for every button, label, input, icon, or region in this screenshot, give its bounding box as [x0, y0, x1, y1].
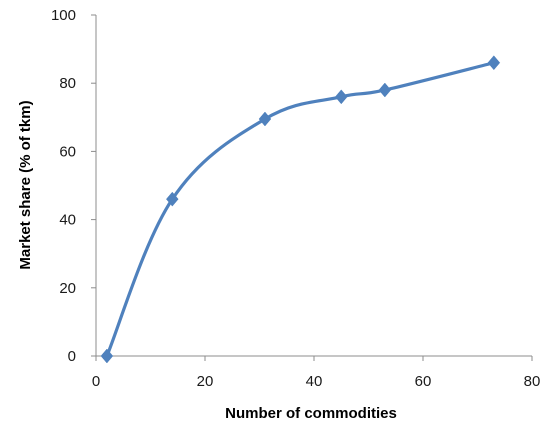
series-line: [107, 63, 494, 356]
x-tick-label: 40: [306, 373, 323, 390]
y-tick-label: 20: [59, 280, 76, 297]
data-point-marker: [101, 349, 113, 363]
plot-area: 0 20 40 60 80 100 0 20 40 60 80: [51, 7, 540, 390]
data-point-marker: [335, 90, 347, 104]
y-axis-ticks: 0 20 40 60 80 100: [51, 7, 96, 365]
x-axis-title: Number of commodities: [225, 405, 397, 422]
data-point-marker: [488, 56, 500, 70]
y-tick-label: 80: [59, 75, 76, 92]
x-tick-label: 20: [197, 373, 214, 390]
y-tick-label: 0: [68, 348, 76, 365]
x-axis-ticks: 0 20 40 60 80: [92, 356, 541, 390]
data-point-marker: [379, 83, 391, 97]
y-tick-label: 40: [59, 212, 76, 229]
x-tick-label: 80: [524, 373, 541, 390]
y-tick-label: 60: [59, 143, 76, 160]
series-layer: [101, 56, 500, 363]
x-tick-label: 0: [92, 373, 100, 390]
y-axis-title: Market share (% of tkm): [17, 100, 34, 269]
x-tick-label: 60: [415, 373, 432, 390]
data-point-marker: [259, 112, 271, 126]
y-tick-label: 100: [51, 7, 76, 24]
